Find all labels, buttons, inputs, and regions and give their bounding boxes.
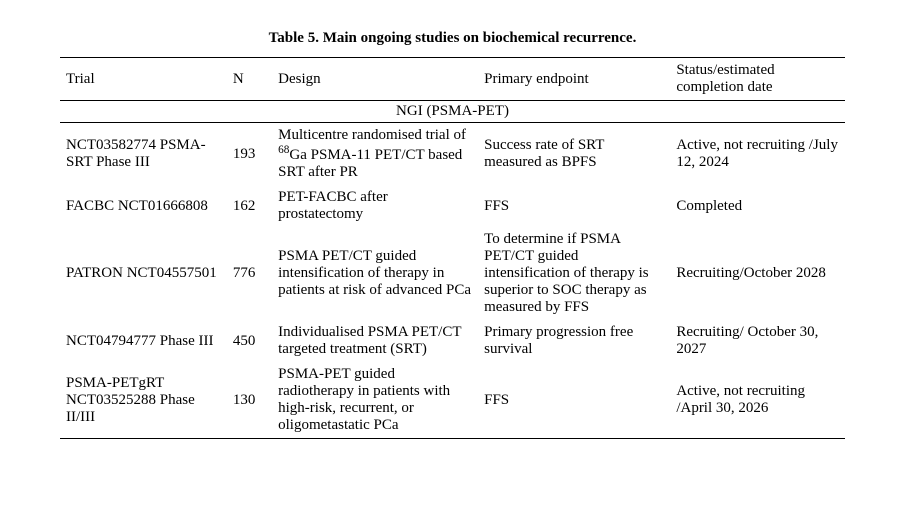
cell-n: 450: [227, 320, 272, 362]
cell-n: 193: [227, 123, 272, 186]
cell-endpoint: Success rate of SRT measured as BPFS: [478, 123, 670, 186]
cell-endpoint: FFS: [478, 362, 670, 439]
table-row: NCT04794777 Phase III450Individualised P…: [60, 320, 845, 362]
table-row: PSMA-PETgRT NCT03525288 Phase II/III130P…: [60, 362, 845, 439]
header-trial: Trial: [60, 58, 227, 101]
cell-design: Individualised PSMA PET/CT targeted trea…: [272, 320, 478, 362]
cell-status: Recruiting/October 2028: [670, 227, 845, 320]
cell-design: Multicentre randomised trial of 68Ga PSM…: [272, 123, 478, 186]
cell-status: Active, not recruiting /July 12, 2024: [670, 123, 845, 186]
table-row: PATRON NCT04557501776PSMA PET/CT guided …: [60, 227, 845, 320]
cell-n: 162: [227, 185, 272, 227]
cell-endpoint: Primary progression free survival: [478, 320, 670, 362]
header-row: Trial N Design Primary endpoint Status/e…: [60, 58, 845, 101]
header-endpoint: Primary endpoint: [478, 58, 670, 101]
header-design: Design: [272, 58, 478, 101]
cell-n: 776: [227, 227, 272, 320]
cell-design: PSMA PET/CT guided intensification of th…: [272, 227, 478, 320]
cell-status: Completed: [670, 185, 845, 227]
cell-status: Active, not recruiting /April 30, 2026: [670, 362, 845, 439]
cell-n: 130: [227, 362, 272, 439]
studies-table: Trial N Design Primary endpoint Status/e…: [60, 57, 845, 439]
cell-trial: FACBC NCT01666808: [60, 185, 227, 227]
section-label: NGI (PSMA-PET): [60, 101, 845, 123]
header-status: Status/estimated completion date: [670, 58, 845, 101]
table-row: NCT03582774 PSMA-SRT Phase III193Multice…: [60, 123, 845, 186]
table-caption: Table 5. Main ongoing studies on biochem…: [60, 30, 845, 47]
cell-design: PSMA-PET guided radiotherapy in patients…: [272, 362, 478, 439]
section-row: NGI (PSMA-PET): [60, 101, 845, 123]
cell-trial: NCT04794777 Phase III: [60, 320, 227, 362]
cell-trial: PATRON NCT04557501: [60, 227, 227, 320]
cell-trial: PSMA-PETgRT NCT03525288 Phase II/III: [60, 362, 227, 439]
cell-trial: NCT03582774 PSMA-SRT Phase III: [60, 123, 227, 186]
table-row: FACBC NCT01666808162PET-FACBC after pros…: [60, 185, 845, 227]
table-body: NGI (PSMA-PET) NCT03582774 PSMA-SRT Phas…: [60, 101, 845, 439]
cell-design: PET-FACBC after prostatectomy: [272, 185, 478, 227]
cell-endpoint: FFS: [478, 185, 670, 227]
header-n: N: [227, 58, 272, 101]
cell-endpoint: To determine if PSMA PET/CT guided inten…: [478, 227, 670, 320]
cell-status: Recruiting/ October 30, 2027: [670, 320, 845, 362]
